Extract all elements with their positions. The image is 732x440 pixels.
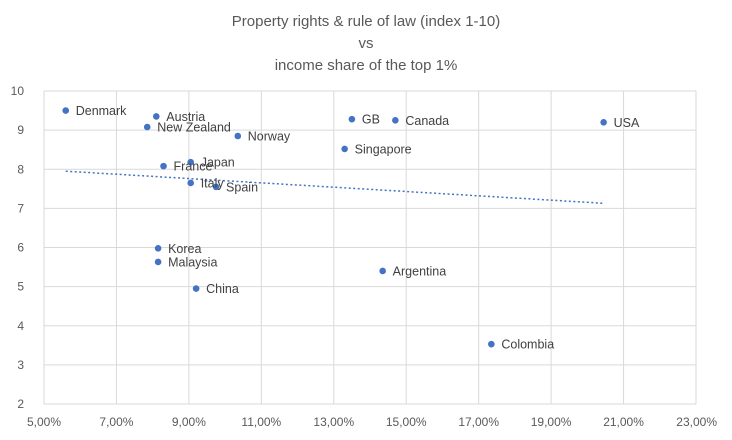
trendline-group [65,170,604,205]
chart-title: Property rights & rule of law (index 1-1… [232,13,500,74]
x-tick-label: 21,00% [603,415,644,429]
data-label: Korea [168,242,201,256]
data-label: Japan [201,156,235,170]
trendline [65,170,604,205]
data-point [341,145,348,153]
x-tick-label: 15,00% [386,415,427,429]
data-point [212,183,220,191]
data-label: GB [362,113,380,127]
x-tick-label: 9,00% [172,415,206,429]
y-tick-label: 2 [17,397,24,411]
chart-title-line: Property rights & rule of law (index 1-1… [232,13,500,30]
y-tick-label: 10 [11,84,25,98]
chart-title-line: income share of the top 1% [275,57,458,74]
y-tick-label: 5 [17,280,24,294]
data-label: Canada [405,114,449,128]
data-point [379,267,386,275]
data-point [62,107,70,114]
y-tick-label: 8 [17,162,24,176]
x-tick-label: 7,00% [99,415,133,429]
data-point [600,119,607,126]
x-tick-label: 17,00% [458,415,499,429]
data-label: USA [614,116,640,130]
data-point [187,179,194,187]
gridlines [43,90,697,405]
data-point [154,258,162,266]
data-label: Singapore [355,142,412,156]
y-tick-label: 6 [17,241,24,255]
x-tick-label: 11,00% [241,415,281,429]
data-point [152,113,160,120]
data-point [348,115,356,123]
data-label: Colombia [501,338,554,352]
data-point [187,158,194,166]
data-label: Spain [226,180,258,194]
x-tick-label: 19,00% [531,415,572,429]
x-tick-label: 13,00% [313,415,354,429]
data-label: Norway [248,129,291,143]
data-label: China [206,282,239,296]
y-tick-label: 3 [17,358,24,372]
data-label: New Zealand [157,120,231,134]
data-label: Italy [201,176,225,190]
x-tick-label: 23,00% [676,415,717,429]
data-point [143,123,151,131]
x-tick-label: 5,00% [27,415,61,429]
y-tick-label: 4 [17,319,24,333]
data-point [234,132,242,140]
y-axis-ticks: 2 3 4 5 6 7 8 9 10 [11,84,25,411]
chart-title-line: vs [359,35,374,52]
data-point [392,117,399,124]
data-point [160,162,167,170]
y-tick-label: 7 [17,201,24,215]
data-point [192,285,200,292]
data-label: Denmark [76,104,127,118]
data-label: Malaysia [168,255,217,269]
x-axis-ticks: 5,00% 7,00% 9,00% 11,00% 13,00% 15,00% 17,00% 1… [27,415,717,429]
y-tick-label: 9 [17,123,24,137]
data-points [62,107,607,348]
data-label: France [174,160,213,174]
data-point [488,340,495,348]
data-label: Austria [166,110,205,124]
data-label: Argentina [393,264,447,278]
data-point [154,244,162,252]
